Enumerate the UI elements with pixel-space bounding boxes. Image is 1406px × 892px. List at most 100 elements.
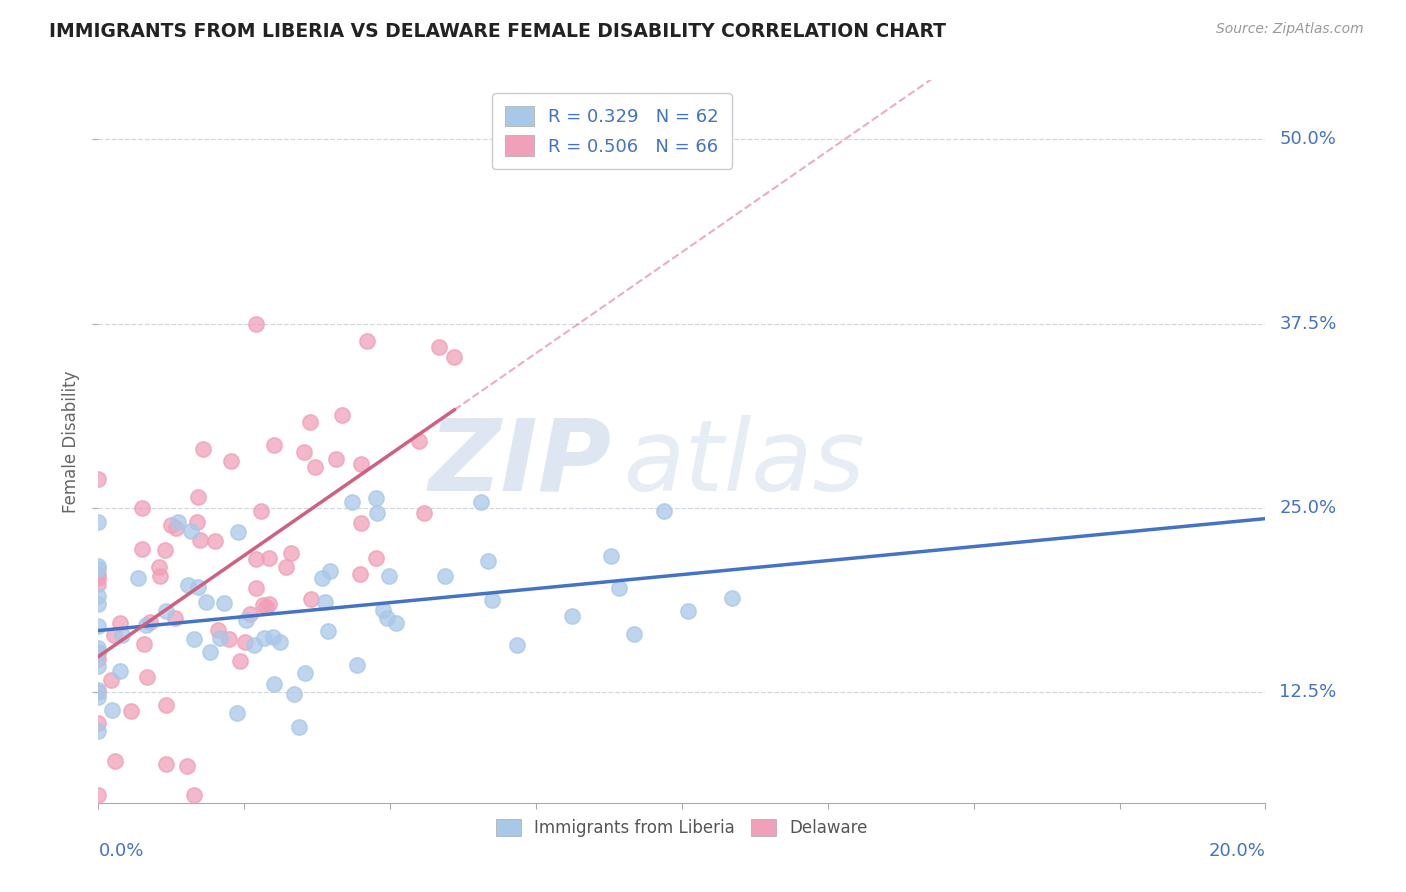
Point bbox=[87, 567, 110, 582]
Point bbox=[87, 685, 110, 699]
Text: Source: ZipAtlas.com: Source: ZipAtlas.com bbox=[1216, 22, 1364, 37]
Point bbox=[155, 604, 177, 618]
Point bbox=[229, 654, 252, 668]
Text: 25.0%: 25.0% bbox=[1279, 499, 1337, 516]
Point bbox=[228, 525, 250, 540]
Point bbox=[235, 613, 257, 627]
Point bbox=[253, 632, 276, 646]
Point bbox=[160, 518, 183, 533]
Text: 0.0%: 0.0% bbox=[98, 842, 143, 860]
Point bbox=[87, 659, 110, 673]
Point bbox=[104, 754, 127, 768]
Point bbox=[239, 607, 262, 622]
Text: 37.5%: 37.5% bbox=[1279, 315, 1337, 333]
Point bbox=[332, 408, 354, 422]
Point bbox=[481, 592, 503, 607]
Point bbox=[245, 317, 267, 331]
Point bbox=[219, 454, 242, 468]
Text: IMMIGRANTS FROM LIBERIA VS DELAWARE FEMALE DISABILITY CORRELATION CHART: IMMIGRANTS FROM LIBERIA VS DELAWARE FEMA… bbox=[49, 22, 946, 41]
Point bbox=[470, 495, 492, 509]
Point bbox=[325, 452, 347, 467]
Point bbox=[193, 442, 215, 456]
Point bbox=[235, 634, 257, 648]
Legend: Immigrants from Liberia, Delaware: Immigrants from Liberia, Delaware bbox=[488, 810, 876, 845]
Point bbox=[346, 658, 368, 673]
Point bbox=[249, 504, 271, 518]
Point bbox=[623, 627, 645, 641]
Point bbox=[350, 457, 373, 471]
Point bbox=[263, 438, 285, 452]
Point bbox=[204, 533, 226, 548]
Point bbox=[195, 595, 218, 609]
Point bbox=[87, 683, 110, 698]
Point bbox=[225, 706, 247, 720]
Point bbox=[180, 524, 202, 539]
Point bbox=[176, 759, 198, 773]
Point bbox=[292, 445, 315, 459]
Point bbox=[131, 501, 153, 516]
Point bbox=[101, 704, 124, 718]
Point bbox=[561, 609, 583, 624]
Text: 50.0%: 50.0% bbox=[1279, 130, 1336, 148]
Point bbox=[350, 516, 373, 531]
Point bbox=[364, 551, 387, 566]
Point bbox=[607, 581, 630, 595]
Text: 20.0%: 20.0% bbox=[1209, 842, 1265, 860]
Point bbox=[287, 720, 309, 734]
Point bbox=[136, 669, 159, 683]
Point bbox=[349, 566, 371, 581]
Point bbox=[254, 599, 277, 614]
Point bbox=[259, 597, 281, 611]
Point bbox=[135, 618, 157, 632]
Point bbox=[252, 598, 274, 612]
Point bbox=[87, 576, 110, 591]
Point bbox=[87, 562, 110, 576]
Point bbox=[188, 533, 211, 547]
Point bbox=[127, 572, 149, 586]
Point bbox=[506, 639, 529, 653]
Point bbox=[139, 615, 162, 629]
Point bbox=[149, 569, 172, 583]
Point bbox=[408, 434, 430, 448]
Point bbox=[165, 520, 187, 534]
Point bbox=[299, 592, 322, 607]
Point bbox=[218, 632, 240, 647]
Point bbox=[311, 571, 333, 585]
Point bbox=[111, 628, 134, 642]
Point bbox=[318, 624, 340, 638]
Point bbox=[155, 756, 177, 771]
Point bbox=[207, 623, 229, 637]
Point bbox=[676, 604, 699, 618]
Point bbox=[87, 571, 110, 585]
Point bbox=[443, 350, 465, 364]
Point bbox=[100, 673, 122, 687]
Point bbox=[263, 677, 285, 691]
Point bbox=[245, 581, 267, 595]
Point bbox=[366, 506, 388, 520]
Point bbox=[87, 472, 110, 486]
Point bbox=[87, 559, 110, 574]
Point bbox=[108, 664, 131, 678]
Point bbox=[262, 630, 284, 644]
Point bbox=[318, 565, 340, 579]
Point bbox=[187, 580, 209, 594]
Point bbox=[599, 549, 621, 564]
Text: atlas: atlas bbox=[624, 415, 865, 512]
Point bbox=[87, 589, 110, 603]
Point bbox=[375, 611, 398, 625]
Point bbox=[385, 616, 408, 631]
Point bbox=[413, 506, 436, 520]
Point bbox=[378, 568, 401, 582]
Point bbox=[87, 646, 110, 660]
Point bbox=[87, 515, 110, 529]
Point bbox=[243, 638, 266, 652]
Point bbox=[200, 645, 222, 659]
Point bbox=[131, 542, 153, 557]
Point bbox=[245, 552, 267, 566]
Point bbox=[304, 460, 326, 475]
Y-axis label: Female Disability: Female Disability bbox=[62, 370, 80, 513]
Point bbox=[477, 554, 499, 568]
Point bbox=[356, 334, 378, 348]
Point bbox=[299, 415, 322, 429]
Point bbox=[340, 495, 363, 509]
